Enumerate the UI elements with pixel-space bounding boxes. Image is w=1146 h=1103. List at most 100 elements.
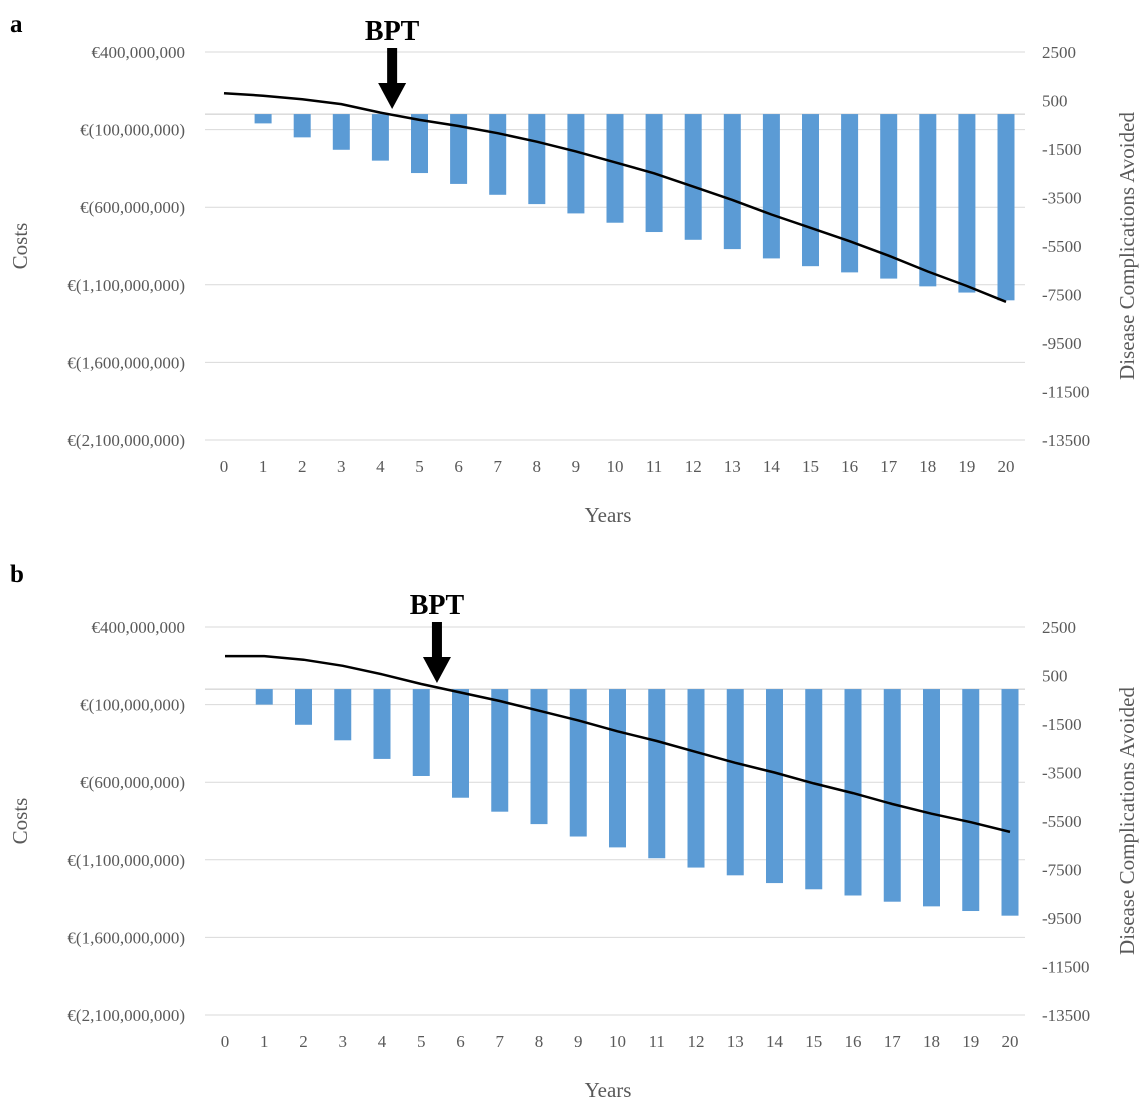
y-tick-label: €(100,000,000) (80, 696, 185, 715)
bar (567, 114, 585, 214)
bar (371, 114, 389, 161)
x-tick-label: 13 (727, 1032, 744, 1051)
bar (373, 689, 391, 759)
x-tick-label: 12 (685, 457, 702, 476)
x-tick-label: 2 (299, 1032, 308, 1051)
bpt-arrow-shaft (387, 48, 398, 83)
x-tick-label: 12 (688, 1032, 705, 1051)
x-tick-label: 1 (259, 457, 268, 476)
bar (254, 114, 272, 124)
bar (684, 114, 702, 240)
bpt-arrow-shaft (431, 622, 442, 657)
x-tick-label: 14 (763, 457, 781, 476)
x-tick-label: 4 (378, 1032, 387, 1051)
x-tick-label: 10 (607, 457, 624, 476)
y2-tick-label: -1500 (1042, 715, 1082, 734)
y2-tick-label: -7500 (1042, 861, 1082, 880)
bar (1001, 689, 1019, 916)
x-tick-label: 19 (962, 1032, 979, 1051)
x-tick-label: 9 (574, 1032, 583, 1051)
bar (450, 114, 468, 184)
x-tick-label: 16 (845, 1032, 862, 1051)
bar (805, 689, 823, 890)
bar (802, 114, 819, 267)
x-tick-label: 10 (609, 1032, 626, 1051)
x-tick-label: 9 (572, 457, 581, 476)
bpt-arrow-icon (378, 48, 407, 109)
x-tick-label: 8 (533, 457, 542, 476)
y2-tick-label: 2500 (1042, 43, 1076, 62)
y-axis-title: Costs (8, 223, 32, 270)
panel-b: b BPT €400,000,000 €(100,000,000) €(600,00… (8, 561, 1139, 1102)
y2-tick-label: -13500 (1042, 431, 1090, 450)
bar (723, 114, 741, 250)
bar (489, 114, 507, 195)
x-tick-label: 5 (417, 1032, 426, 1051)
bar (411, 114, 428, 174)
bar (841, 114, 859, 273)
y-tick-label: €400,000,000 (92, 43, 186, 62)
bar (958, 114, 976, 293)
x-tick-label: 18 (923, 1032, 940, 1051)
y-tick-label: €(1,600,000,000) (67, 353, 185, 372)
x-tick-label: 1 (260, 1032, 269, 1051)
bpt-arrow-icon (422, 622, 451, 683)
x-axis-title: Years (585, 1078, 632, 1102)
bar (334, 689, 352, 741)
y2-tick-label: 500 (1042, 667, 1068, 686)
x-tick-label: 17 (880, 457, 898, 476)
bar (919, 114, 937, 287)
y2-tick-label: -3500 (1042, 764, 1082, 783)
y-tick-label: €(100,000,000) (80, 121, 185, 140)
x-tick-label: 18 (919, 457, 936, 476)
bar (962, 689, 980, 912)
bar (880, 114, 898, 279)
bar (726, 689, 744, 876)
y-tick-label: €(600,000,000) (80, 198, 185, 217)
y2-tick-label: -13500 (1042, 1006, 1090, 1025)
x-tick-label: 15 (805, 1032, 822, 1051)
x-tick-label: 5 (415, 457, 424, 476)
bar (687, 689, 705, 868)
bpt-arrow-head (422, 657, 451, 683)
y-tick-label: €(2,100,000,000) (67, 1006, 185, 1025)
x-tick-label: 16 (841, 457, 858, 476)
y-tick-label: €(1,100,000,000) (67, 276, 185, 295)
bar (648, 689, 666, 859)
y-axis-title: Costs (8, 798, 32, 845)
bar (293, 114, 311, 138)
x-tick-label: 6 (456, 1032, 465, 1051)
bar (412, 689, 430, 776)
y2-tick-label: -11500 (1042, 958, 1090, 977)
x-tick-label: 6 (454, 457, 463, 476)
y2-tick-label: -5500 (1042, 812, 1082, 831)
bar (997, 114, 1015, 301)
x-tick-label: 17 (884, 1032, 902, 1051)
series-line (223, 91, 1007, 303)
x-tick-label: 14 (766, 1032, 784, 1051)
bpt-annotation-label: BPT (410, 590, 465, 621)
x-tick-label: 19 (958, 457, 975, 476)
y-tick-label: €(1,100,000,000) (67, 851, 185, 870)
y-tick-label: €(2,100,000,000) (67, 431, 185, 450)
x-tick-label: 3 (337, 457, 346, 476)
bpt-annotation-label: BPT (365, 16, 420, 47)
y2-tick-label: -3500 (1042, 189, 1082, 208)
bar (332, 114, 350, 150)
x-tick-label: 3 (339, 1032, 348, 1051)
bar (923, 689, 940, 907)
panel-a-label: a (10, 11, 23, 38)
bar (491, 689, 509, 812)
y2-tick-label: -7500 (1042, 286, 1082, 305)
x-tick-label: 11 (649, 1032, 665, 1051)
bar (883, 689, 901, 902)
y2-axis-title: Disease Complications Avoided (1115, 112, 1139, 380)
y-tick-label: €(600,000,000) (80, 773, 185, 792)
x-tick-label: 7 (493, 457, 502, 476)
x-tick-label: 0 (220, 457, 229, 476)
series-line (225, 654, 1011, 834)
bar (762, 114, 780, 259)
x-tick-label: 11 (646, 457, 662, 476)
y-tick-label: €(1,600,000,000) (67, 928, 185, 947)
